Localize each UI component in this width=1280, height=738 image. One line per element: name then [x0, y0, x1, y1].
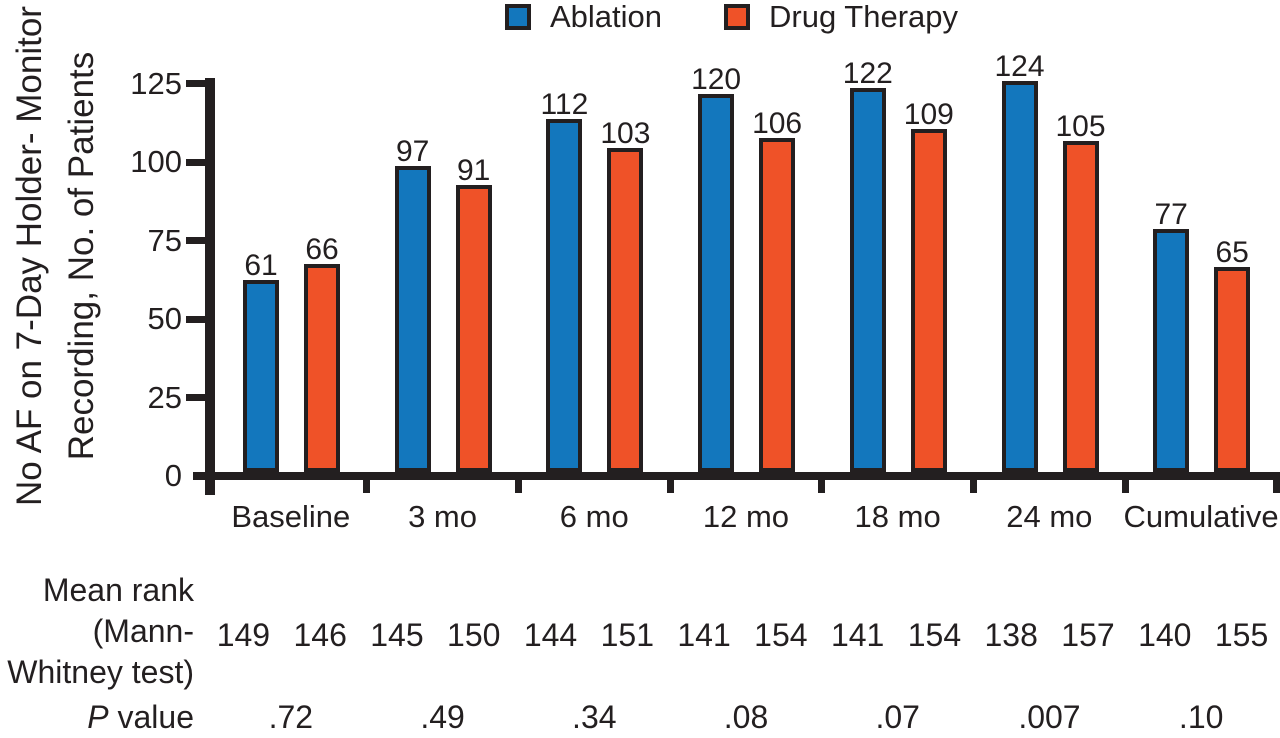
- y-axis-tick-label-125: 125: [130, 65, 182, 101]
- mean-rank-value-3: 145: [370, 617, 424, 653]
- legend-label-ablation: Ablation: [550, 0, 663, 34]
- bar-value-label-drug-therapy-cumulative: 65: [1215, 236, 1249, 269]
- mean-rank-value-9: 141: [830, 617, 885, 653]
- bar-drug-therapy-12-mo: [759, 138, 796, 472]
- y-axis-tick-label-100: 100: [130, 144, 182, 179]
- mean-rank-value-14: 155: [1214, 617, 1269, 653]
- bar-value-label-drug-therapy-6-mo: 103: [600, 117, 651, 150]
- y-axis-line: [205, 78, 215, 495]
- mean-rank-value-8: 154: [754, 617, 808, 653]
- x-axis-label-baseline: Baseline: [231, 499, 351, 534]
- bar-value-label-ablation-cumulative: 77: [1154, 198, 1188, 231]
- x-axis-tick-3: [666, 480, 674, 493]
- bar-ablation-18-mo: [849, 88, 886, 472]
- chart-area: 0 25 50 75 100 125 61 66 Baseline 97 91 3 mo 112 103 6…: [130, 50, 1280, 534]
- mean-rank-value-10: 154: [907, 617, 962, 653]
- bar-value-label-ablation-baseline: 61: [244, 249, 278, 282]
- x-axis-tick-4: [818, 480, 826, 493]
- legend-label-drug-therapy: Drug Therapy: [769, 0, 958, 34]
- mean-rank-value-7: 141: [677, 617, 731, 653]
- y-axis-tick-label-75: 75: [147, 222, 182, 258]
- p-value-label-italic-p: P: [87, 699, 109, 735]
- x-axis-tick-6: [1121, 480, 1129, 493]
- legend-item-drug-therapy: Drug Therapy: [724, 1, 958, 33]
- x-axis-label-3-mo: 3 mo: [408, 499, 477, 534]
- mean-rank-value-13: 140: [1138, 617, 1192, 653]
- bar-ablation-3-mo: [394, 166, 431, 472]
- p-value-18-mo: .07: [875, 699, 920, 735]
- y-axis-tick-100: [186, 158, 205, 166]
- mean-rank-row-label-line3: Whitney test): [7, 654, 194, 690]
- bar-value-label-drug-therapy-3-mo: 91: [457, 154, 491, 187]
- bar-drug-therapy-baseline: [304, 264, 340, 472]
- y-axis-tick-50: [186, 315, 205, 323]
- mean-rank-value-1: 149: [216, 617, 271, 653]
- p-value-label-rest: value: [108, 699, 195, 735]
- x-axis-label-6-mo: 6 mo: [559, 499, 629, 534]
- bar-value-label-ablation-3-mo: 97: [396, 135, 430, 168]
- bar-ablation-24-mo: [1001, 81, 1038, 472]
- mean-rank-value-12: 157: [1061, 617, 1115, 653]
- bar-drug-therapy-6-mo: [607, 148, 644, 472]
- legend: Ablation Drug Therapy: [505, 1, 958, 33]
- x-axis-label-12-mo: 12 mo: [702, 499, 790, 534]
- x-axis-tick-1: [363, 480, 371, 493]
- mean-rank-value-6: 151: [600, 617, 654, 653]
- p-value-baseline: .72: [268, 699, 314, 735]
- y-axis-tick-label-25: 25: [147, 379, 182, 415]
- bar-drug-therapy-3-mo: [455, 185, 492, 472]
- bar-value-label-drug-therapy-18-mo: 109: [903, 98, 954, 131]
- bar-drug-therapy-cumulative: [1214, 267, 1251, 472]
- mean-rank-values-row: 149 146 145 150 144 151 141 154 141 154 138 157 140 1…: [205, 616, 1280, 654]
- bar-ablation-6-mo: [546, 119, 583, 472]
- x-axis-label-18-mo: 18 mo: [854, 499, 941, 534]
- mean-rank-row-label-line2: (Mann-: [92, 613, 194, 649]
- p-value-row: .72 .49 .34 .08 .07 .007 .10: [215, 698, 1277, 736]
- mean-rank-row-label-line1: Mean rank: [42, 572, 194, 608]
- x-axis-tick-5: [970, 480, 977, 493]
- bar-value-label-drug-therapy-12-mo: 106: [752, 107, 803, 140]
- y-axis-tick-75: [186, 237, 205, 244]
- x-axis-tick-7: [1273, 480, 1280, 493]
- bar-drug-therapy-24-mo: [1062, 141, 1099, 472]
- y-axis-tick-label-50: 50: [147, 301, 182, 336]
- legend-item-ablation: Ablation: [505, 1, 662, 33]
- p-value-cumulative: .10: [1178, 699, 1224, 735]
- bar-value-label-ablation-24-mo: 124: [994, 50, 1045, 83]
- mean-rank-value-2: 146: [293, 617, 347, 653]
- mean-rank-value-4: 150: [447, 617, 501, 653]
- x-axis-label-24-mo: 24 mo: [1006, 499, 1093, 534]
- bar-value-label-ablation-6-mo: 112: [540, 88, 589, 121]
- bar-value-label-drug-therapy-24-mo: 105: [1055, 110, 1106, 143]
- mean-rank-row-label: Mean rank (Mann- Whitney test): [0, 570, 194, 693]
- x-axis-tick-2: [514, 480, 522, 493]
- p-value-12-mo: .08: [723, 699, 769, 735]
- bar-drug-therapy-18-mo: [910, 129, 947, 472]
- p-value-row-label: P value: [0, 698, 194, 736]
- bar-value-label-ablation-12-mo: 120: [691, 63, 742, 96]
- y-axis-tick-label-0: 0: [164, 458, 182, 493]
- y-axis-tick-25: [186, 394, 205, 401]
- p-value-3-mo: .49: [420, 699, 465, 735]
- bar-ablation-cumulative: [1153, 229, 1190, 472]
- bar-ablation-baseline: [243, 280, 279, 472]
- y-axis-tick-125: [186, 80, 205, 87]
- mean-rank-value-5: 144: [523, 617, 578, 653]
- mean-rank-value-11: 138: [984, 617, 1038, 653]
- p-value-24-mo: .007: [1018, 699, 1081, 735]
- x-axis-line: [193, 472, 1280, 480]
- legend-swatch-drug-therapy-icon: [724, 4, 751, 30]
- p-value-6-mo: .34: [572, 699, 617, 735]
- bar-value-label-ablation-18-mo: 122: [842, 57, 893, 90]
- legend-swatch-ablation-icon: [505, 4, 531, 30]
- bar-value-label-drug-therapy-baseline: 66: [305, 233, 339, 266]
- bar-ablation-12-mo: [698, 94, 735, 472]
- x-axis-label-cumulative: Cumulative: [1123, 499, 1279, 534]
